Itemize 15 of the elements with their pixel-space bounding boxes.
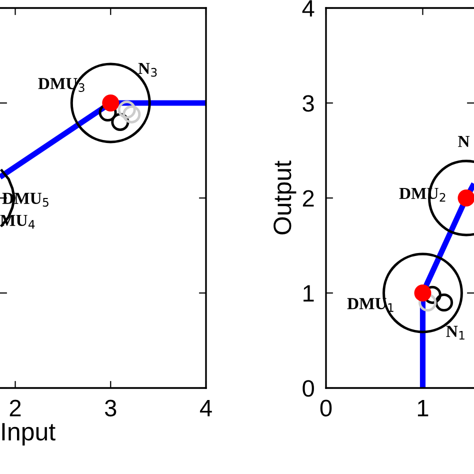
x-axis-title: Input xyxy=(2,423,56,446)
x-tick-label: 3 xyxy=(104,400,116,416)
x-tick-label: 1 xyxy=(418,400,428,416)
y-tick-label: 4 xyxy=(302,0,314,17)
y-tick-label: 2 xyxy=(302,190,314,207)
annotation: N$_{1}$ xyxy=(446,326,464,340)
annotation: N$_{3}$ xyxy=(138,62,157,77)
y-axis-title: Output xyxy=(274,160,296,234)
x-tick-label: 2 xyxy=(10,400,21,416)
y-tick-label: 3 xyxy=(302,95,314,112)
x-tick-label: 4 xyxy=(200,400,212,416)
x-tick-label: 0 xyxy=(320,400,332,416)
y-tick-label: 1 xyxy=(304,285,314,302)
annotation: N xyxy=(458,136,470,147)
y-tick-label: 0 xyxy=(302,380,314,397)
